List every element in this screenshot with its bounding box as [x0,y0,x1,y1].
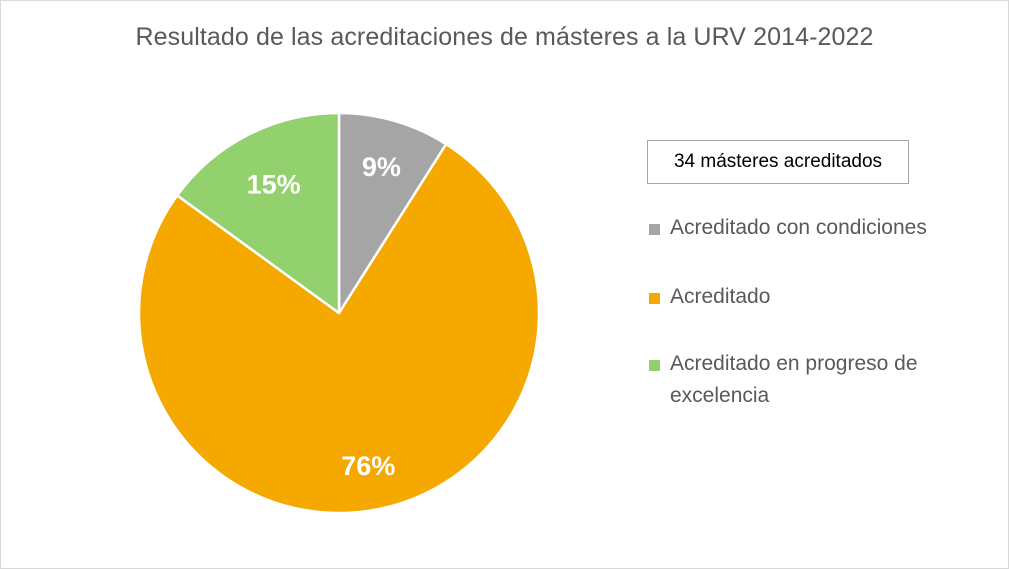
legend-label: Acreditado [670,285,771,308]
data-label-acreditado-con-condiciones: 9% [362,152,401,182]
pie-slice-acreditado-con-condiciones [337,111,448,315]
legend-label: Acreditado con condiciones [670,216,927,239]
data-label-acreditado-en-progreso-de-excelencia: 15% [247,170,301,200]
legend-label: Acreditado en progreso de excelencia [670,352,918,407]
legend-swatch-acreditado-en-progreso [649,360,660,371]
chart-title: Resultado de las acreditaciones de máste… [135,23,874,51]
data-label-acreditado: 76% [341,451,395,481]
total-annotation-box: 34 másteres acreditados [647,140,909,184]
pie-slice-acreditado [137,142,541,515]
pie-slice-acreditado-en-progreso-de-excelencia [175,111,341,315]
legend-swatch-acreditado-con-condiciones [649,224,660,235]
legend-swatch-acreditado [649,293,660,304]
